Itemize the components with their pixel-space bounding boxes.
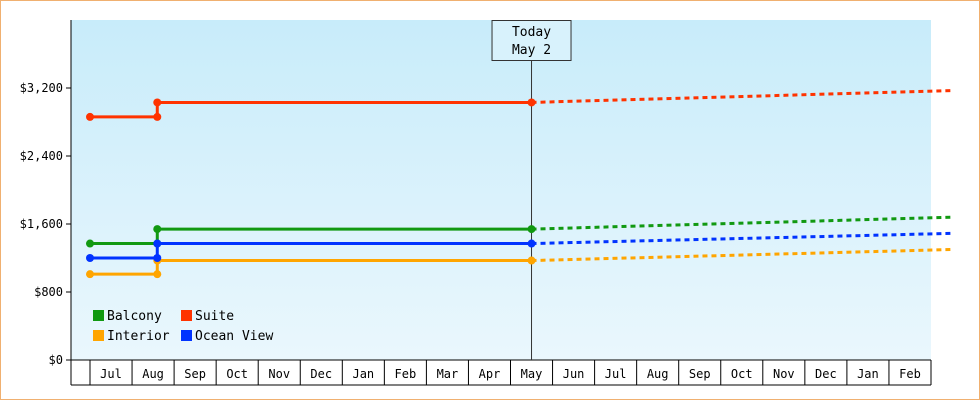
today-box — [491, 20, 572, 61]
x-tick-label: Apr — [479, 367, 501, 381]
series-line-historical — [90, 100, 532, 119]
series-point — [153, 112, 162, 121]
series-point — [86, 112, 94, 121]
y-tick-label: $2,400 — [20, 149, 63, 163]
series-point — [153, 98, 162, 107]
legend-label: Balcony — [107, 309, 162, 324]
x-tick-label: Mar — [437, 367, 459, 381]
x-tick-label: Oct — [731, 367, 753, 381]
x-tick-label: Jul — [605, 367, 627, 381]
y-tick-label: $0 — [49, 353, 63, 367]
legend-label: Suite — [195, 309, 234, 324]
series-point — [86, 254, 94, 262]
y-tick-label: $3,200 — [20, 81, 63, 95]
x-tick-label: Sep — [184, 367, 206, 381]
series-point — [86, 270, 94, 279]
legend-label: Interior — [107, 329, 170, 344]
series-line-historical — [90, 242, 532, 260]
series-point — [86, 239, 94, 248]
x-tick-label: Dec — [310, 367, 332, 381]
series-point — [527, 225, 536, 234]
x-tick-label: Jun — [563, 367, 585, 381]
x-tick-label: May — [521, 367, 543, 381]
series-line-forecast — [531, 248, 953, 263]
series-point — [527, 98, 536, 107]
y-tick-label: $800 — [34, 285, 63, 299]
series-line-forecast — [531, 89, 953, 104]
series-point — [153, 270, 162, 279]
x-tick-label: Nov — [773, 367, 795, 381]
x-tick-label: Aug — [647, 367, 669, 381]
plot-area — [71, 20, 931, 360]
series-point — [153, 254, 162, 262]
legend-swatch — [93, 330, 104, 341]
series-line-historical — [90, 227, 532, 246]
legend-swatch — [181, 310, 192, 321]
legend-label: Ocean View — [195, 329, 273, 344]
x-tick-label: Dec — [815, 367, 837, 381]
x-tick-label: Feb — [395, 367, 417, 381]
series-point — [153, 239, 162, 248]
series-line-historical — [90, 259, 532, 276]
x-tick-label: Jul — [100, 367, 122, 381]
series-line-forecast — [531, 215, 953, 231]
series-line-forecast — [531, 231, 953, 246]
legend-swatch — [181, 330, 192, 341]
series-point — [153, 225, 162, 234]
legend-swatch — [93, 310, 104, 321]
x-tick-label: Feb — [899, 367, 921, 381]
series-point — [527, 239, 536, 248]
x-tick-label: Nov — [268, 367, 290, 381]
today-label-date: May 2 — [512, 43, 551, 58]
x-tick-label: Aug — [142, 367, 164, 381]
x-tick-label: Sep — [689, 367, 711, 381]
y-tick-label: $1,600 — [20, 217, 63, 231]
x-tick-label: Jan — [352, 367, 374, 381]
today-label-title: Today — [512, 25, 551, 40]
series-point — [527, 256, 536, 265]
x-tick-label: Oct — [226, 367, 248, 381]
x-tick-label: Jan — [857, 367, 879, 381]
